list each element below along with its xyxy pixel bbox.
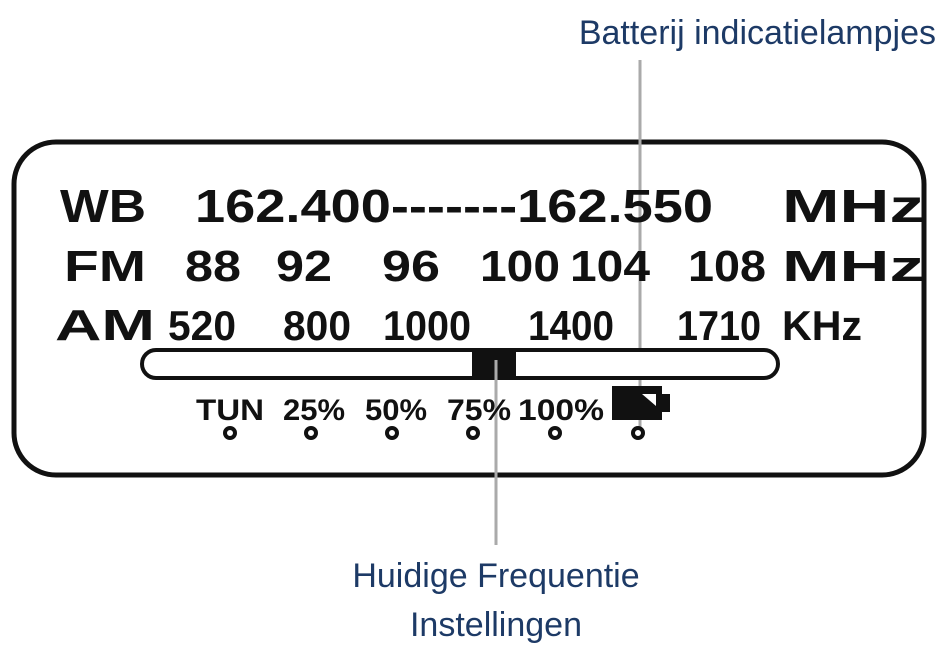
band-label: WB — [60, 180, 146, 232]
indicator-label: 50% — [365, 394, 427, 427]
tuning-slider — [140, 348, 780, 380]
indicator-label: 25% — [283, 394, 345, 427]
band-unit: MHz — [782, 242, 924, 291]
battery-callout: Batterij indicatielampjes — [579, 14, 936, 52]
lamp — [466, 426, 480, 440]
indicator-label: 75% — [447, 394, 511, 427]
indicator-label: 100% — [518, 394, 604, 427]
scale-mark: 96 — [382, 242, 440, 291]
slider-knob — [472, 350, 516, 378]
lamp — [223, 426, 237, 440]
scale-mark: 520 — [168, 302, 236, 349]
frequency-callout: Huidige Frequentie — [352, 557, 639, 595]
scale-mark: 92 — [276, 242, 332, 291]
scale-mark: 800 — [283, 302, 351, 349]
band-unit: MHz — [782, 180, 924, 232]
frequency-callout: Instellingen — [410, 606, 582, 644]
scale-mark: 104 — [570, 242, 651, 291]
band-label: AM — [55, 301, 155, 350]
band-label: FM — [64, 242, 146, 291]
battery-notch — [642, 394, 656, 406]
scale-mark: 100 — [480, 242, 560, 291]
indicator-label: TUN — [196, 394, 264, 427]
lamp — [385, 426, 399, 440]
scale-mark: 1000 — [383, 302, 471, 349]
battery-tip — [662, 394, 670, 412]
lamp — [548, 426, 562, 440]
scale-mark: 88 — [185, 242, 241, 291]
band-unit: KHz — [782, 302, 862, 349]
battery-icon — [612, 386, 670, 420]
dial-panel — [11, 139, 927, 478]
band-range: 162.400-------162.550 — [195, 180, 713, 232]
lamp — [631, 426, 645, 440]
scale-mark: 1400 — [528, 302, 614, 349]
scale-mark: 108 — [688, 242, 766, 291]
lamp — [304, 426, 318, 440]
indicator-lamps — [223, 426, 645, 440]
scale-mark: 1710 — [677, 302, 761, 349]
